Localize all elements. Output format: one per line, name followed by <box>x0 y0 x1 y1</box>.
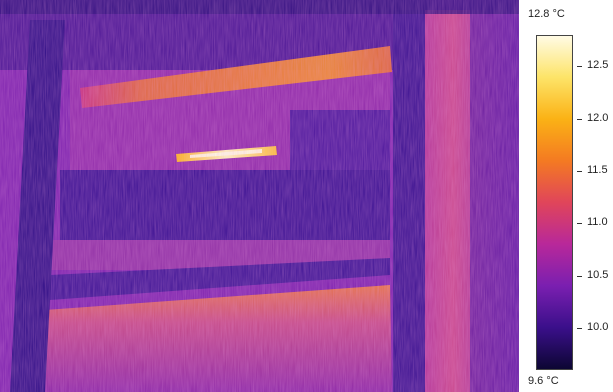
colorbar <box>536 35 573 370</box>
colorbar-tick-mark <box>577 66 582 68</box>
min-temperature-label: 9.6 °C <box>528 375 559 387</box>
colorbar-tick-label: 11.5 <box>587 164 608 177</box>
max-temperature-label: 12.8 °C <box>528 8 565 20</box>
colorbar-container: 12.5 12.0 11.5 11.0 10.5 10.0 <box>536 35 608 370</box>
colorbar-tick-label: 12.5 <box>587 59 609 72</box>
thermal-image <box>0 0 519 392</box>
colorbar-gradient <box>536 35 573 370</box>
colorbar-tick-label: 10.5 <box>587 268 609 281</box>
colorbar-tick-mark <box>577 223 582 225</box>
colorbar-tick-label: 11.0 <box>587 216 608 229</box>
colorbar-tick-mark <box>577 328 582 330</box>
colorbar-tick-mark <box>577 118 582 120</box>
temperature-scale-panel: 12.8 °C 12.5 12.0 11.5 11.0 10.5 10.0 9.6 °C <box>519 0 613 392</box>
colorbar-tick-mark <box>577 171 582 173</box>
colorbar-tick-label: 12.0 <box>587 111 609 124</box>
thermal-noise-overlay <box>0 0 519 392</box>
colorbar-tick-label: 10.0 <box>587 321 609 334</box>
colorbar-tick-mark <box>577 275 582 277</box>
